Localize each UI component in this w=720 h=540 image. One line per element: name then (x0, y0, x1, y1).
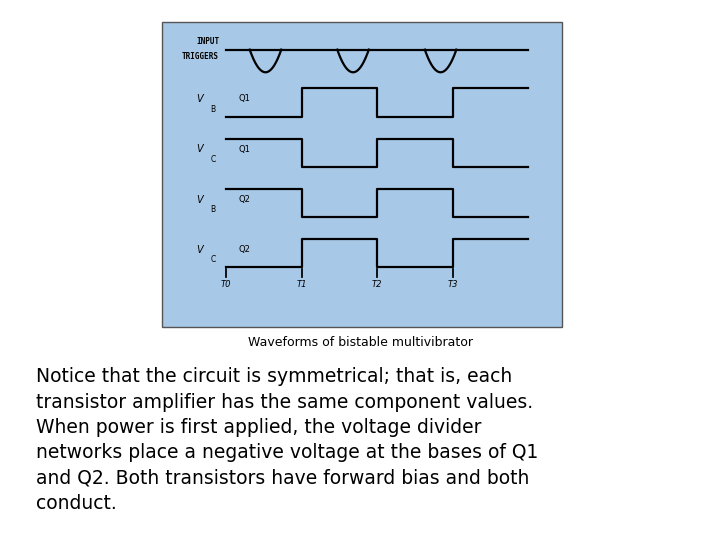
Text: T3: T3 (447, 280, 458, 288)
Text: Q2: Q2 (238, 195, 251, 204)
Text: T1: T1 (297, 280, 307, 288)
Text: V: V (197, 194, 203, 205)
Text: V: V (197, 245, 203, 255)
Text: C: C (210, 155, 215, 164)
Text: Waveforms of bistable multivibrator: Waveforms of bistable multivibrator (248, 336, 472, 349)
Text: Notice that the circuit is symmetrical; that is, each
transistor amplifier has t: Notice that the circuit is symmetrical; … (36, 367, 539, 512)
Text: C: C (210, 255, 215, 265)
Text: B: B (210, 105, 215, 113)
Text: Q2: Q2 (238, 245, 251, 254)
Text: B: B (210, 205, 215, 214)
Text: T0: T0 (221, 280, 231, 288)
Text: INPUT: INPUT (196, 37, 219, 45)
Text: Q1: Q1 (238, 94, 251, 104)
Text: T2: T2 (372, 280, 382, 288)
Text: V: V (197, 94, 203, 104)
Text: V: V (197, 144, 203, 154)
Text: TRIGGERS: TRIGGERS (182, 52, 219, 60)
Text: Q1: Q1 (238, 145, 251, 154)
